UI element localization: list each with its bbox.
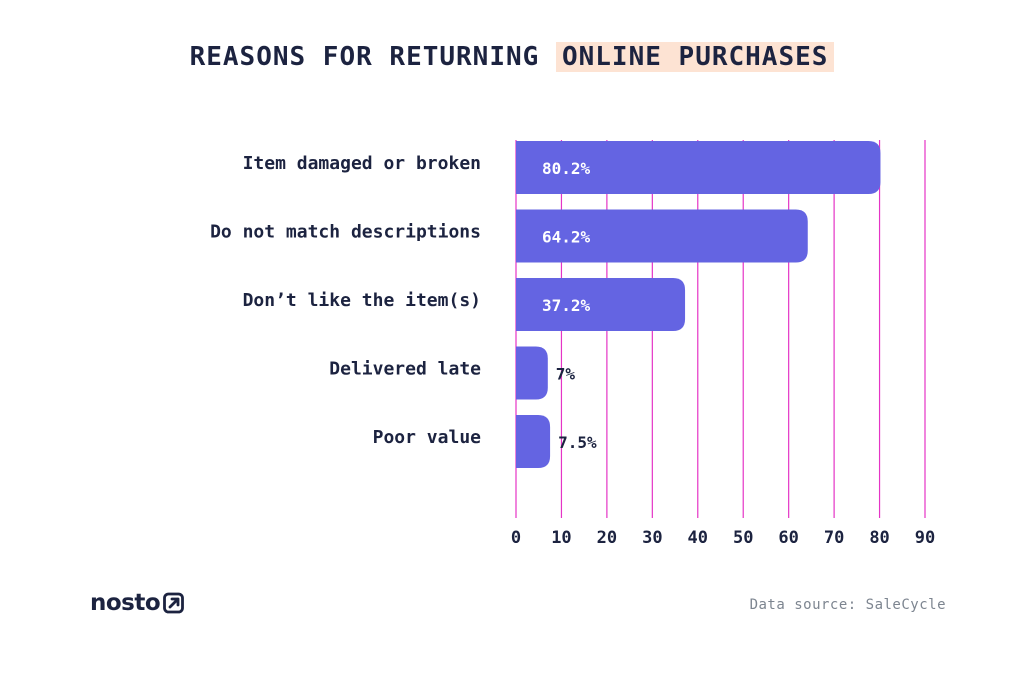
data-source-note: Data source: SaleCycle: [749, 597, 946, 613]
category-label-4: Poor value: [373, 427, 482, 448]
nosto-logo: nosto: [90, 590, 186, 616]
x-tick-label-90: 90: [915, 528, 935, 548]
category-label-3: Delivered late: [329, 359, 481, 380]
category-label-0: Item damaged or broken: [243, 153, 481, 174]
value-label-0: 80.2%: [542, 159, 591, 178]
x-tick-label-20: 20: [597, 528, 617, 548]
bar-3: [516, 346, 548, 400]
title-part-1: REASONS FOR RETURNING: [189, 42, 540, 72]
value-label-3: 7%: [556, 365, 576, 384]
x-tick-label-10: 10: [551, 528, 571, 548]
title-part-2-highlight: ONLINE PURCHASES: [555, 42, 835, 72]
x-tick-label-30: 30: [642, 528, 662, 548]
x-tick-label-70: 70: [824, 528, 844, 548]
arrow-box-icon: [163, 592, 185, 614]
value-label-4: 7.5%: [558, 433, 597, 452]
x-tick-label-80: 80: [869, 528, 889, 548]
chart-title: REASONS FOR RETURNING ONLINE PURCHASES: [0, 42, 1024, 72]
x-tick-label-0: 0: [511, 528, 521, 548]
category-label-1: Do not match descriptions: [210, 222, 481, 243]
bar-2: [516, 278, 686, 331]
x-tick-label-50: 50: [733, 528, 753, 548]
x-tick-label-60: 60: [778, 528, 798, 548]
value-label-1: 64.2%: [542, 228, 591, 247]
bar-4: [516, 415, 551, 468]
logo-text: nosto: [90, 590, 161, 616]
value-label-2: 37.2%: [542, 296, 591, 315]
category-label-2: Don’t like the item(s): [243, 290, 481, 311]
bar-1: [516, 209, 808, 263]
bar-0: [516, 141, 881, 194]
x-tick-label-40: 40: [688, 528, 708, 548]
